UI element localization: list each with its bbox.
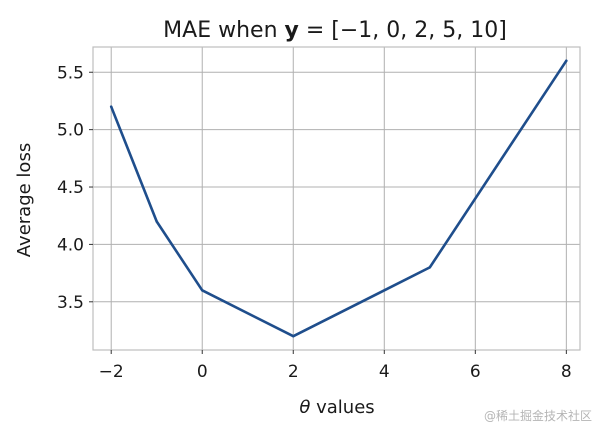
grid <box>93 47 580 350</box>
y-tick-label: 4.5 <box>57 178 84 198</box>
watermark: @稀土掘金技术社区 <box>483 409 592 423</box>
data-point <box>201 289 204 292</box>
series-line <box>109 59 568 338</box>
x-tick-label: 8 <box>561 362 572 382</box>
data-point <box>155 220 158 223</box>
x-tick-label: 0 <box>197 362 208 382</box>
x-tick-label: −2 <box>99 362 124 382</box>
tick-marks <box>89 71 567 354</box>
x-tick-label: 4 <box>379 362 390 382</box>
x-axis-label: θ values <box>299 397 374 418</box>
chart-title: MAE when y = [−1, 0, 2, 5, 10] <box>163 18 507 43</box>
plot-area <box>92 46 581 351</box>
y-tick-label: 5.5 <box>57 63 84 83</box>
x-tick-labels: −2 0 2 4 6 8 <box>99 362 572 382</box>
y-tick-label: 3.5 <box>57 293 84 313</box>
x-tick-label: 2 <box>288 362 299 382</box>
series-layer <box>109 59 568 338</box>
data-point <box>292 335 295 338</box>
data-point <box>110 105 113 108</box>
data-point <box>565 59 568 62</box>
x-tick-label: 6 <box>470 362 481 382</box>
y-tick-label: 4.0 <box>57 235 84 255</box>
y-axis-label: Average loss <box>14 143 35 257</box>
data-point <box>428 266 432 269</box>
y-tick-label: 5.0 <box>57 121 84 141</box>
y-tick-labels: 3.5 4.0 4.5 5.0 5.5 <box>57 63 84 313</box>
